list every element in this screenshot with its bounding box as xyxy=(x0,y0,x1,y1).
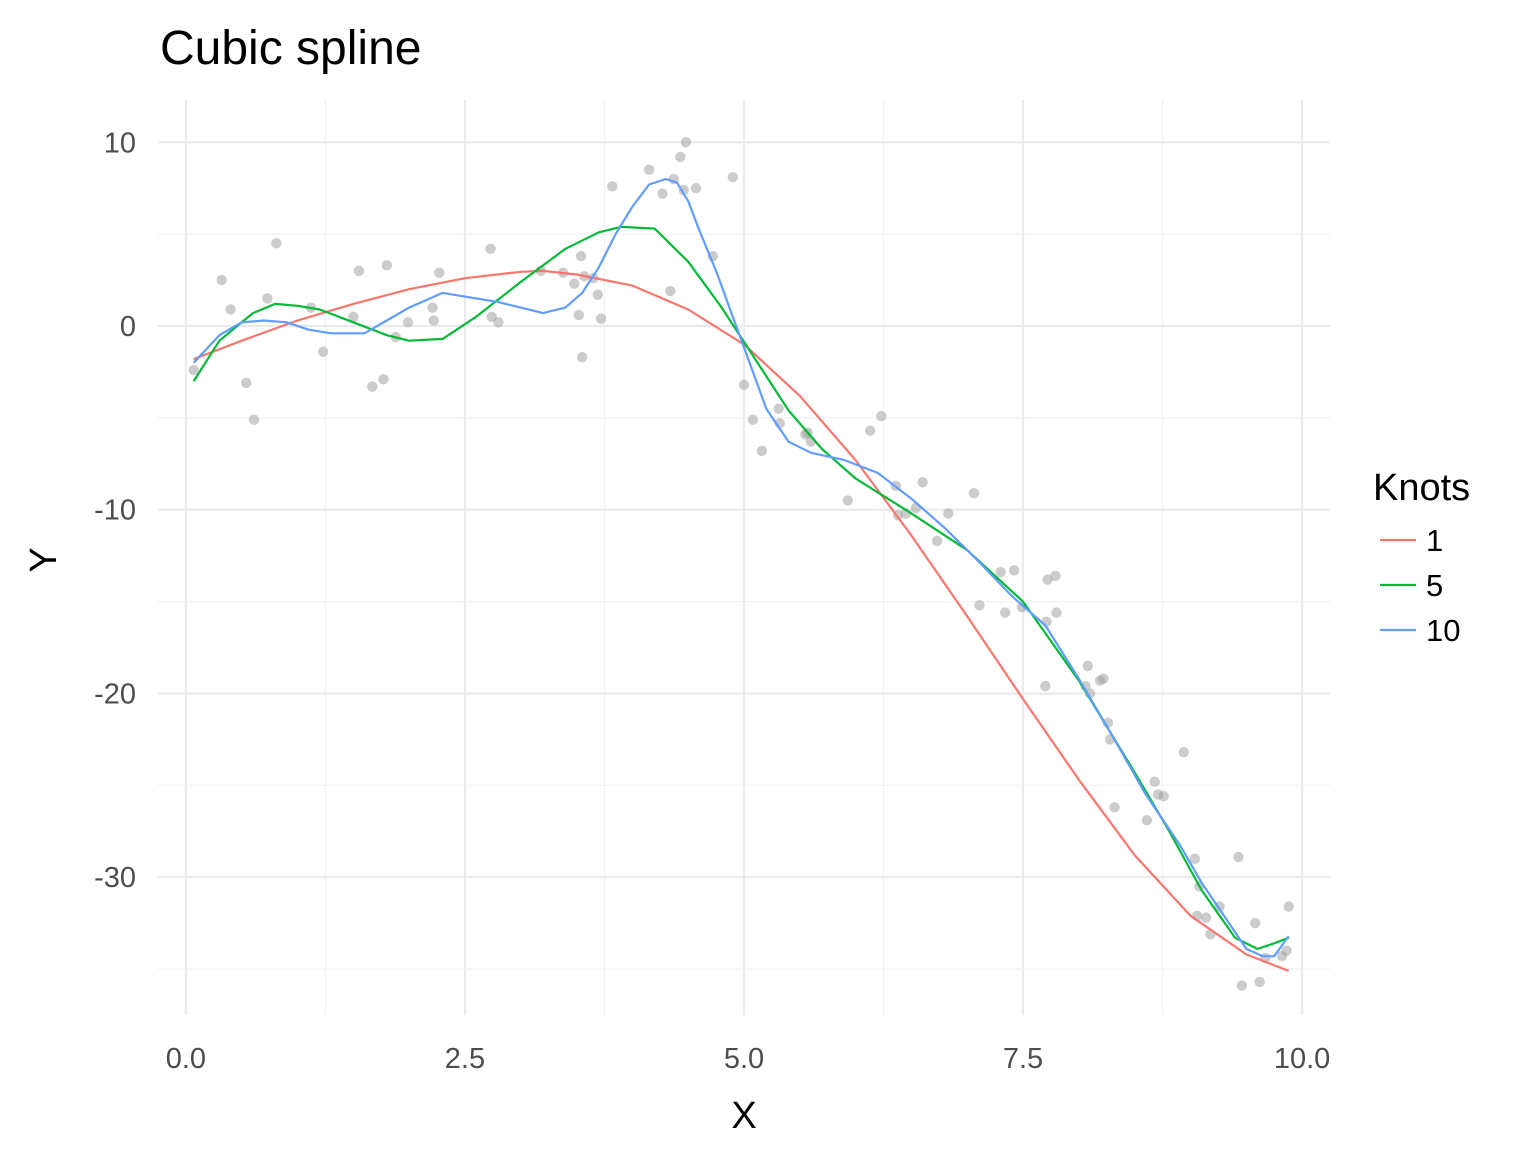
data-point xyxy=(690,182,702,194)
data-point xyxy=(1098,673,1109,684)
spline-lines xyxy=(192,177,1290,972)
data-point xyxy=(188,364,199,376)
legend-label-10: 10 xyxy=(1426,613,1460,648)
data-point xyxy=(756,445,768,457)
data-point xyxy=(917,476,928,488)
grid xyxy=(158,100,1330,1015)
data-point xyxy=(216,274,227,286)
data-point xyxy=(493,317,504,328)
data-point xyxy=(842,495,854,506)
data-point xyxy=(367,381,378,392)
data-point xyxy=(747,414,759,425)
data-point xyxy=(999,607,1011,618)
data-point xyxy=(485,243,496,255)
data-point xyxy=(1050,570,1061,582)
data-point xyxy=(575,250,587,262)
series-line-1 xyxy=(193,269,1290,972)
data-point xyxy=(1141,815,1153,826)
legend-title: Knots xyxy=(1373,467,1470,509)
x-tick-label: 10.0 xyxy=(1274,1043,1330,1075)
data-point xyxy=(1236,980,1248,991)
data-point xyxy=(1233,851,1244,863)
y-tick-label: 0 xyxy=(120,311,136,343)
x-tick-label: 0.0 xyxy=(166,1043,206,1075)
data-point xyxy=(1189,853,1201,865)
data-point xyxy=(1008,565,1020,576)
data-point xyxy=(665,285,676,297)
data-point xyxy=(576,352,588,363)
data-point xyxy=(569,278,580,289)
data-point xyxy=(876,410,887,422)
data-point xyxy=(995,566,1006,578)
data-point xyxy=(1178,747,1189,758)
y-tick-label: 10 xyxy=(104,127,136,159)
data-point xyxy=(402,317,414,328)
y-axis-title: Y xyxy=(23,547,65,572)
data-point xyxy=(240,377,252,389)
chart-title: Cubic spline xyxy=(160,22,421,75)
data-point xyxy=(680,137,692,148)
x-tick-label: 5.0 xyxy=(724,1043,764,1075)
data-point xyxy=(675,151,686,163)
x-tick-label: 7.5 xyxy=(1003,1043,1043,1075)
data-point xyxy=(1250,917,1261,929)
data-point xyxy=(381,260,393,271)
data-point xyxy=(657,188,668,199)
data-point xyxy=(1200,912,1212,923)
data-point xyxy=(607,181,618,192)
x-axis-ticks: 0.0 2.5 5.0 7.5 10.0 xyxy=(166,1043,1331,1075)
data-point xyxy=(1082,660,1093,672)
data-point xyxy=(248,414,260,425)
data-point xyxy=(317,346,329,357)
legend-label-5: 5 xyxy=(1426,568,1443,603)
data-point xyxy=(595,313,607,324)
legend-label-1: 1 xyxy=(1426,523,1443,558)
data-point xyxy=(225,304,236,315)
legend: Knots 1 5 10 xyxy=(1373,467,1470,648)
data-point xyxy=(1051,607,1062,618)
data-point xyxy=(1040,680,1051,692)
x-tick-label: 2.5 xyxy=(445,1043,485,1075)
data-point xyxy=(943,508,954,519)
data-point xyxy=(1283,901,1294,912)
data-point xyxy=(428,315,439,326)
data-point xyxy=(262,293,273,304)
y-axis-ticks: 10 0 -10 -20 -30 xyxy=(94,127,136,894)
data-point xyxy=(931,535,943,547)
data-point xyxy=(353,265,365,277)
data-point xyxy=(1042,574,1053,585)
data-point xyxy=(1254,976,1265,988)
x-axis-title: X xyxy=(731,1095,756,1137)
data-point xyxy=(727,171,739,183)
data-point xyxy=(738,379,750,390)
data-point xyxy=(434,267,445,278)
data-point xyxy=(1109,802,1120,813)
data-point xyxy=(348,311,359,323)
data-point xyxy=(378,374,389,385)
y-tick-label: -20 xyxy=(94,678,136,710)
series-line-10 xyxy=(192,177,1290,958)
data-point xyxy=(1281,945,1292,956)
data-point xyxy=(974,600,985,611)
y-tick-label: -30 xyxy=(94,862,136,894)
data-point xyxy=(592,289,603,300)
data-point xyxy=(773,403,784,414)
data-point xyxy=(1158,791,1169,802)
data-point xyxy=(573,309,585,321)
data-point xyxy=(427,302,438,313)
data-point xyxy=(968,487,980,499)
data-point xyxy=(1149,776,1160,787)
data-point xyxy=(271,238,282,249)
y-tick-label: -10 xyxy=(94,495,136,527)
data-point xyxy=(864,425,876,436)
data-point xyxy=(643,164,655,176)
data-point xyxy=(910,502,922,514)
